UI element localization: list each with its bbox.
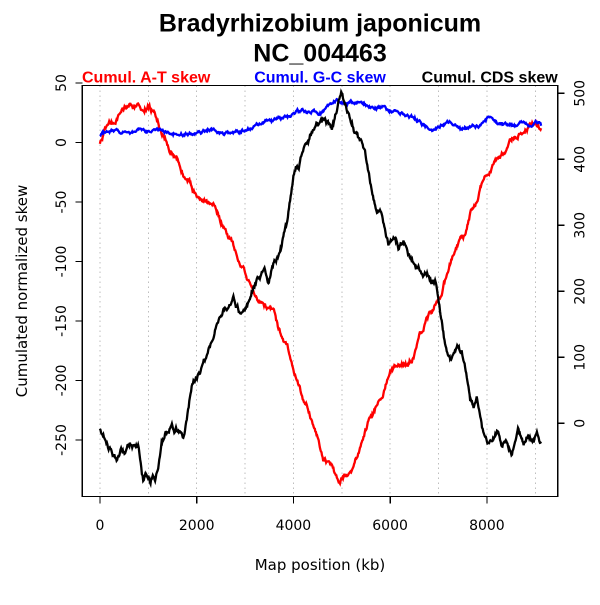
tick-label: -100: [54, 246, 70, 278]
legend-at-skew: Cumul. A-T skew: [82, 70, 211, 87]
tick-label: 50: [54, 74, 70, 92]
tick-label: 8000: [469, 518, 505, 534]
legend-gc-skew: Cumul. G-C skew: [254, 70, 386, 87]
tick-label: -200: [54, 365, 70, 397]
chart-subtitle: NC_004463: [253, 40, 386, 68]
x-axis-label: Map position (kb): [255, 556, 386, 574]
tick-label: -250: [54, 424, 70, 456]
chart-title: Bradyrhizobium japonicum: [159, 10, 481, 38]
axes-frame-layer: 0 2000 4000 6000 8000500-50-100-150-200-2500…: [54, 74, 589, 534]
tick-label: 2000: [179, 518, 215, 534]
tick-label: 100: [573, 344, 589, 371]
tick-label: -150: [54, 305, 70, 337]
tick-label: 500: [573, 80, 589, 107]
tick-label: 0: [95, 518, 104, 534]
tick-label: 6000: [372, 518, 408, 534]
cumul-gc-skew-curve: [99, 97, 543, 139]
tick-label: 300: [573, 212, 589, 239]
tick-label: 400: [573, 146, 589, 173]
legend-cds-skew: Cumul. CDS skew: [422, 70, 559, 87]
tick-label: 200: [573, 278, 589, 305]
tick-label: 4000: [276, 518, 312, 534]
cumul-cds-skew-curve: [98, 88, 543, 489]
tick-label: 0: [54, 138, 70, 147]
tick-label: -50: [54, 191, 70, 214]
cumul-at-skew-curve: [98, 101, 543, 487]
curves-layer: [98, 88, 543, 489]
plot-frame: [81, 84, 559, 498]
tick-label: 0: [573, 419, 589, 428]
y-axis-label: Cumulated normalized skew: [13, 185, 31, 397]
